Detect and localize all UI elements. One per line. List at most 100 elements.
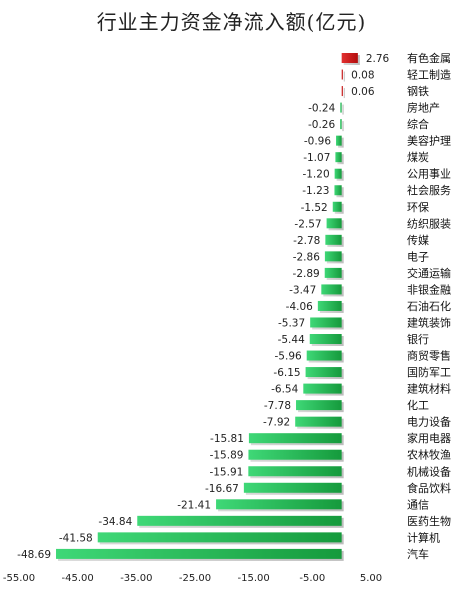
bar-value-label: -1.23 (302, 185, 329, 197)
category-label: 计算机 (407, 530, 440, 544)
category-label: 家用电器 (407, 431, 451, 445)
bar (248, 449, 342, 460)
bar-value-label: -0.26 (308, 119, 335, 131)
bar (243, 482, 342, 493)
category-label: 公用事业 (407, 168, 451, 181)
category-label: 煤炭 (407, 151, 429, 164)
bar-value-label: 0.08 (351, 70, 374, 82)
bar (340, 119, 342, 130)
bar (248, 433, 342, 444)
bar-value-label: -5.44 (278, 334, 305, 346)
category-label: 建筑装饰 (407, 315, 451, 329)
category-label: 国防军工 (407, 365, 451, 379)
bar-value-label: 2.76 (366, 53, 390, 65)
category-label: 通信 (407, 498, 429, 511)
category-label: 轻工制造 (407, 68, 451, 82)
bar-value-label: -5.96 (275, 351, 302, 363)
bar (341, 69, 343, 80)
bar-value-label: -1.07 (303, 152, 330, 164)
bar (334, 168, 342, 179)
bar (309, 334, 342, 345)
bar-value-label: -48.69 (17, 549, 51, 561)
bar-value-label: -21.41 (177, 499, 211, 511)
chart-title: 行业主力资金净流入额(亿元) (96, 10, 367, 34)
bar-value-label: -4.06 (286, 301, 313, 313)
category-label: 环保 (407, 200, 429, 214)
category-label: 医药生物 (407, 514, 451, 528)
category-label: 建筑材料 (407, 382, 451, 396)
x-tick-label: -35.00 (120, 573, 152, 584)
category-label: 纺织服装 (407, 216, 451, 230)
bar (336, 135, 342, 146)
category-label: 机械设备 (407, 464, 451, 478)
bar-shadow (342, 121, 344, 132)
bar (341, 53, 358, 63)
x-tick-label: -5.00 (299, 573, 325, 584)
bar (341, 86, 343, 97)
bar (306, 350, 342, 361)
bar (332, 201, 342, 212)
x-tick-label: -15.00 (238, 573, 270, 584)
bar (326, 218, 342, 229)
category-label: 综合 (407, 117, 429, 131)
bar-value-label: -2.89 (293, 268, 320, 280)
bar (310, 317, 342, 328)
bar (296, 400, 342, 411)
category-label: 钢铁 (407, 85, 429, 98)
value-labels: 2.76 0.08 0.06 -0.24 -0.26 -0.96 -1.07 -1.20 -1.… (17, 53, 389, 561)
bar (324, 251, 342, 262)
bar-value-label: -1.52 (301, 202, 328, 214)
x-tick-label: -45.00 (62, 573, 94, 584)
category-label: 石油石化 (407, 299, 451, 313)
bar-value-label: -15.81 (210, 433, 244, 445)
bar-value-label: -2.86 (293, 251, 320, 263)
bar-value-label: -15.91 (209, 466, 243, 478)
bar-value-label: -5.37 (278, 317, 305, 329)
bar (137, 515, 342, 526)
category-label: 交通运输 (407, 266, 451, 280)
category-label: 美容护理 (407, 134, 451, 148)
bar (303, 383, 342, 394)
bar (97, 532, 342, 543)
category-label: 非银金融 (407, 282, 451, 296)
bar-shadow (343, 88, 345, 99)
bar-value-label: 0.06 (351, 86, 375, 98)
category-label: 商贸零售 (407, 349, 451, 363)
bar (334, 185, 342, 196)
bar-value-label: -1.20 (302, 169, 329, 181)
bar (305, 367, 342, 378)
bar-value-label: -0.24 (308, 103, 335, 115)
bar-value-label: -41.58 (59, 532, 93, 544)
bar (324, 267, 342, 278)
category-label: 社会服务 (407, 183, 451, 197)
category-label: 农林牧渔 (407, 448, 451, 462)
category-label: 传媒 (407, 234, 429, 247)
bar-value-label: -7.78 (264, 400, 291, 412)
bar-value-label: -6.15 (273, 367, 300, 379)
bar-shadow (343, 71, 345, 82)
bar-value-label: -7.92 (263, 417, 290, 429)
bar (216, 499, 342, 510)
category-labels: 有色金属轻工制造钢铁房地产综合美容护理煤炭公用事业社会服务环保纺织服装传媒电子交… (407, 51, 451, 561)
bar-value-label: -16.67 (205, 483, 239, 495)
x-tick-label: -25.00 (179, 573, 211, 584)
bar (56, 548, 342, 559)
bar-value-label: -0.96 (304, 136, 331, 148)
category-label: 有色金属 (407, 51, 451, 65)
bars (56, 53, 358, 559)
bar (340, 102, 342, 113)
category-label: 汽车 (407, 547, 429, 561)
bar (321, 284, 342, 295)
bar (325, 234, 342, 245)
bar (317, 300, 342, 311)
category-label: 房地产 (407, 101, 440, 115)
bar (248, 466, 342, 477)
bar (295, 416, 342, 427)
category-label: 化工 (407, 398, 429, 412)
category-label: 电力设备 (407, 415, 451, 429)
bar-shadow (342, 104, 344, 115)
bar (335, 152, 342, 163)
category-label: 食品饮料 (407, 481, 451, 495)
bar-value-label: -15.89 (210, 450, 244, 462)
